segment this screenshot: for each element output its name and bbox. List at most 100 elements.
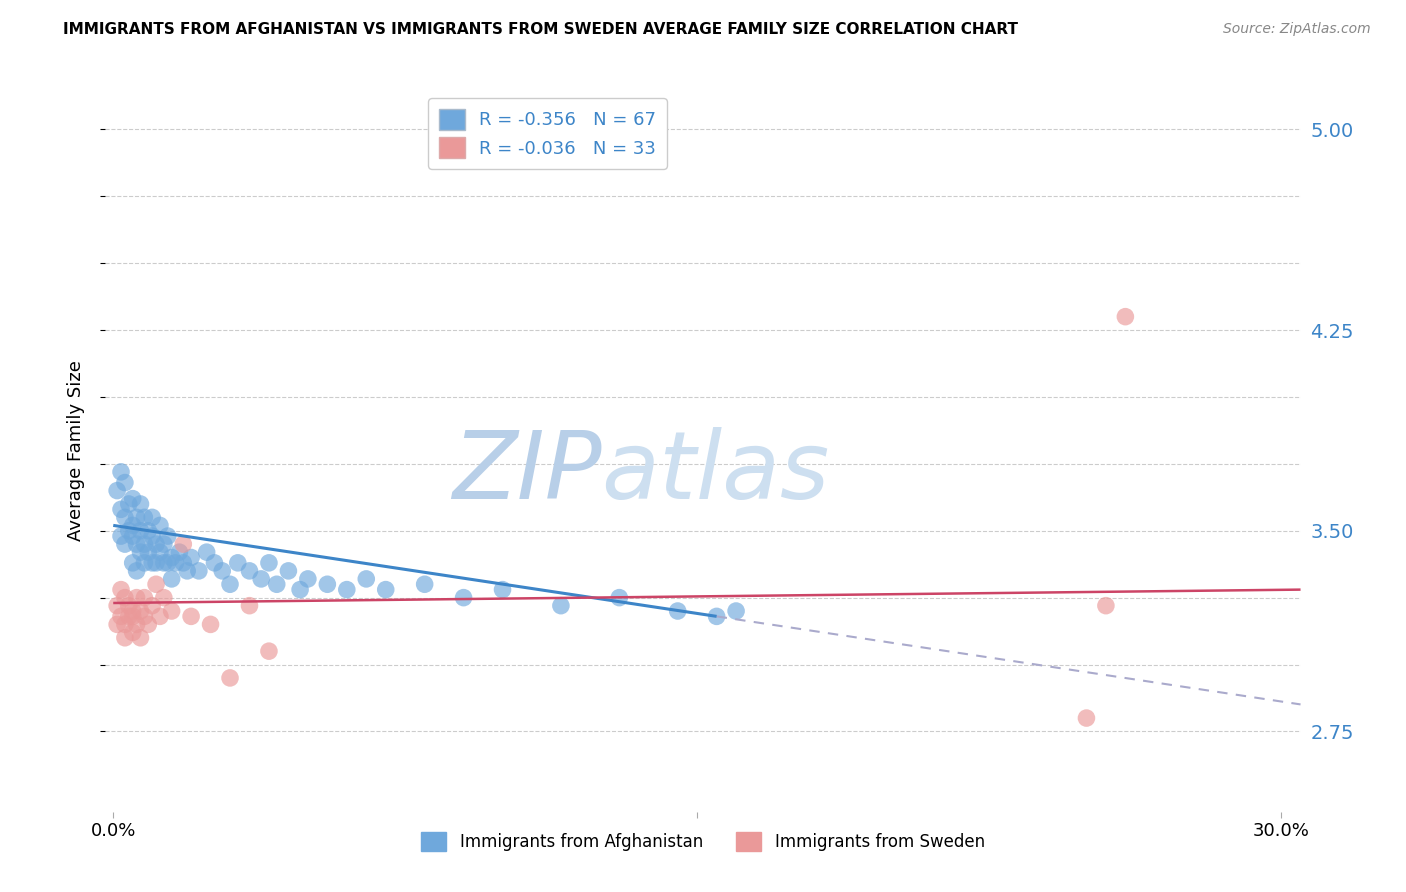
Point xyxy=(105,617,128,632)
Point xyxy=(149,545,172,559)
Point xyxy=(118,609,141,624)
Point xyxy=(160,604,183,618)
Point xyxy=(129,631,152,645)
Point xyxy=(141,599,163,613)
Point xyxy=(121,604,143,618)
Point xyxy=(266,577,288,591)
Point xyxy=(118,599,141,613)
Point xyxy=(607,591,630,605)
Point xyxy=(125,537,148,551)
Point xyxy=(136,617,159,632)
Point xyxy=(129,545,152,559)
Point xyxy=(114,510,136,524)
Point xyxy=(219,671,242,685)
Point xyxy=(129,524,152,538)
Point xyxy=(105,599,128,613)
Point xyxy=(187,564,209,578)
Point xyxy=(725,604,748,618)
Point xyxy=(160,572,183,586)
Point xyxy=(110,465,132,479)
Point xyxy=(156,556,179,570)
Y-axis label: Average Family Size: Average Family Size xyxy=(66,360,84,541)
Point xyxy=(110,529,132,543)
Point xyxy=(374,582,396,597)
Point xyxy=(134,591,156,605)
Point xyxy=(121,529,143,543)
Point xyxy=(110,502,132,516)
Point xyxy=(145,537,167,551)
Point xyxy=(1076,711,1098,725)
Point xyxy=(180,550,202,565)
Point xyxy=(491,582,513,597)
Point xyxy=(145,556,167,570)
Point xyxy=(238,599,260,613)
Point xyxy=(125,617,148,632)
Point xyxy=(134,556,156,570)
Point xyxy=(706,609,728,624)
Point xyxy=(297,572,319,586)
Point xyxy=(121,518,143,533)
Point xyxy=(153,556,176,570)
Point xyxy=(121,609,143,624)
Point xyxy=(105,483,128,498)
Text: Source: ZipAtlas.com: Source: ZipAtlas.com xyxy=(1223,22,1371,37)
Point xyxy=(114,631,136,645)
Point xyxy=(550,599,572,613)
Point xyxy=(257,556,280,570)
Point xyxy=(136,524,159,538)
Point xyxy=(121,625,143,640)
Point xyxy=(153,537,176,551)
Point xyxy=(125,591,148,605)
Point xyxy=(141,510,163,524)
Point xyxy=(288,582,311,597)
Point xyxy=(134,537,156,551)
Point xyxy=(176,564,198,578)
Point xyxy=(250,572,273,586)
Point xyxy=(336,582,359,597)
Point xyxy=(129,497,152,511)
Point xyxy=(1095,599,1118,613)
Point xyxy=(149,609,172,624)
Point xyxy=(200,617,222,632)
Point xyxy=(141,556,163,570)
Point xyxy=(238,564,260,578)
Point xyxy=(204,556,226,570)
Point xyxy=(125,564,148,578)
Point xyxy=(110,609,132,624)
Point xyxy=(156,529,179,543)
Point xyxy=(114,617,136,632)
Point xyxy=(114,475,136,490)
Point xyxy=(169,545,191,559)
Point xyxy=(129,604,152,618)
Point xyxy=(219,577,242,591)
Point xyxy=(121,491,143,506)
Legend: Immigrants from Afghanistan, Immigrants from Sweden: Immigrants from Afghanistan, Immigrants … xyxy=(415,825,991,857)
Point xyxy=(114,537,136,551)
Point xyxy=(160,550,183,565)
Point xyxy=(125,510,148,524)
Point xyxy=(666,604,689,618)
Point xyxy=(226,556,249,570)
Point xyxy=(453,591,475,605)
Point xyxy=(356,572,378,586)
Point xyxy=(211,564,233,578)
Point xyxy=(136,545,159,559)
Point xyxy=(165,556,187,570)
Text: ZIP: ZIP xyxy=(451,426,602,517)
Point xyxy=(277,564,299,578)
Point xyxy=(110,582,132,597)
Point xyxy=(413,577,436,591)
Point xyxy=(153,591,176,605)
Text: IMMIGRANTS FROM AFGHANISTAN VS IMMIGRANTS FROM SWEDEN AVERAGE FAMILY SIZE CORREL: IMMIGRANTS FROM AFGHANISTAN VS IMMIGRANT… xyxy=(63,22,1018,37)
Point xyxy=(118,497,141,511)
Point xyxy=(118,524,141,538)
Point xyxy=(141,529,163,543)
Point xyxy=(316,577,339,591)
Point xyxy=(172,556,194,570)
Point xyxy=(1114,310,1136,324)
Point xyxy=(195,545,218,559)
Point xyxy=(257,644,280,658)
Point xyxy=(114,591,136,605)
Point xyxy=(180,609,202,624)
Point xyxy=(149,518,172,533)
